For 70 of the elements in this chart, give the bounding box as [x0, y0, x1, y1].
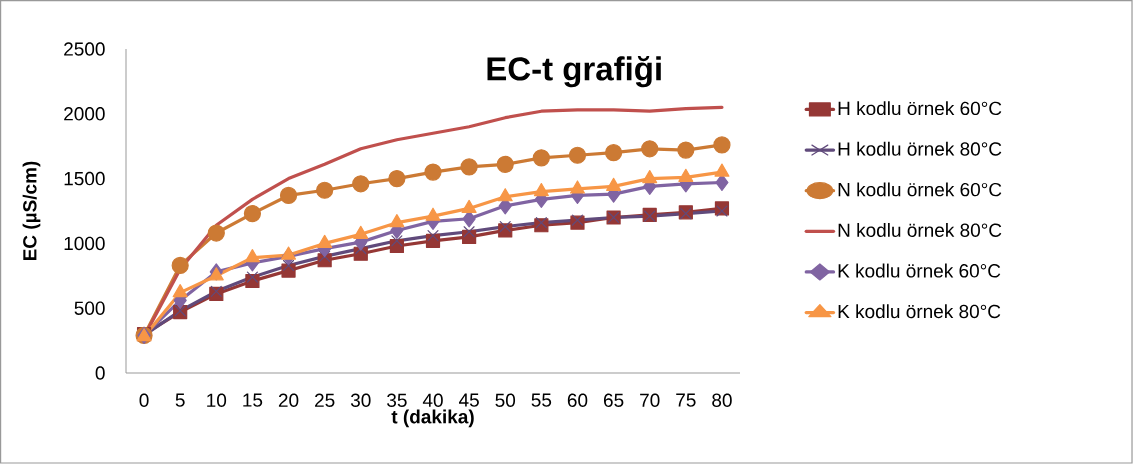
x-tick-label: 15: [243, 393, 263, 407]
point: [499, 221, 511, 233]
x-tick-label: 55: [531, 393, 552, 407]
x-tick-label: 20: [278, 393, 299, 407]
point: [172, 284, 188, 298]
point: [425, 207, 441, 221]
y-tick-label: 1500: [64, 171, 105, 186]
point: [246, 271, 258, 283]
point: [677, 141, 695, 159]
point: [497, 188, 513, 202]
point: [210, 285, 222, 297]
point: [642, 170, 658, 184]
point: [569, 180, 585, 194]
x-tick-label: 75: [676, 393, 696, 407]
point: [568, 146, 587, 164]
point: [352, 175, 370, 193]
legend-label: H kodlu örnek 80°C: [838, 141, 1002, 156]
legend-label: N kodlu örnek 60°C: [838, 182, 1002, 197]
point: [388, 170, 406, 188]
legend-label: K kodlu örnek 80°C: [838, 304, 1001, 319]
x-tick-label: 25: [315, 393, 335, 407]
x-tick-label: 0: [139, 393, 149, 407]
point: [463, 226, 475, 238]
x-tick-label: 5: [175, 393, 185, 407]
point: [208, 267, 224, 281]
x-tick-label: 80: [712, 393, 732, 407]
x-tick-label: 30: [350, 393, 371, 407]
point: [389, 214, 405, 228]
point: [279, 186, 298, 205]
point: [281, 246, 297, 260]
point: [713, 136, 731, 154]
point: [244, 249, 260, 263]
point: [605, 144, 623, 162]
x-tick-label: 35: [387, 393, 407, 407]
x-tick-label: 45: [459, 393, 479, 407]
legend-label: H kodlu örnek 60°C: [838, 101, 1002, 116]
x-tick-label: 70: [640, 393, 660, 407]
point: [391, 235, 403, 247]
point: [424, 163, 442, 181]
point: [427, 230, 439, 242]
point: [496, 155, 514, 173]
point: [316, 181, 334, 199]
x-tick-label: 65: [603, 393, 624, 407]
point: [535, 217, 547, 229]
y-tick-label: 1000: [64, 236, 105, 251]
point: [282, 259, 295, 271]
point: [533, 182, 549, 197]
point: [571, 214, 584, 226]
point: [243, 204, 262, 223]
legend-label: N kodlu örnek 80°C: [838, 223, 1002, 237]
point: [171, 256, 189, 275]
point: [641, 140, 659, 158]
y-tick-label: 0: [95, 366, 105, 380]
point: [714, 163, 730, 177]
chart-title: EC-t grafiği: [487, 56, 661, 88]
x-axis-title: t (dakika): [391, 409, 474, 428]
x-tick-label: 40: [422, 393, 443, 407]
point: [207, 224, 225, 242]
y-tick-label: 500: [74, 301, 105, 315]
y-axis-title: EC (µS/cm): [22, 161, 41, 261]
y-tick-label: 2500: [64, 42, 105, 56]
point: [460, 158, 478, 176]
legend-label: K kodlu örnek 60°C: [838, 263, 1001, 278]
y-tick-label: 2000: [64, 107, 105, 121]
x-tick-label: 10: [207, 393, 227, 407]
point: [532, 149, 550, 167]
x-tick-label: 50: [495, 393, 516, 407]
x-tick-label: 60: [567, 393, 588, 407]
point: [319, 250, 331, 262]
point: [461, 199, 477, 214]
